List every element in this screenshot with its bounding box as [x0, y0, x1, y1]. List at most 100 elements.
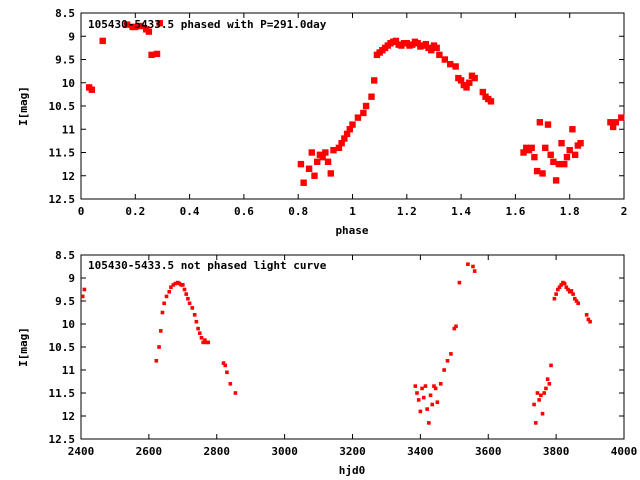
data-point: [206, 340, 211, 345]
y-axis-label: I[mag]: [17, 327, 30, 367]
y-axis-label: I[mag]: [17, 86, 30, 126]
data-point: [154, 359, 159, 363]
data-point: [552, 296, 557, 301]
data-point: [454, 324, 458, 329]
y-tick-label: 9.5: [55, 295, 75, 308]
data-point: [432, 384, 436, 388]
x-axis-label: hjd0: [339, 464, 366, 477]
data-point: [449, 352, 453, 356]
data-point: [148, 51, 155, 59]
data-point: [569, 126, 576, 133]
data-point: [533, 167, 541, 175]
data-point: [566, 287, 570, 292]
data-point: [187, 301, 192, 306]
data-point: [435, 400, 440, 404]
data-point: [297, 160, 305, 168]
data-point: [609, 123, 617, 131]
x-axis: 0 0.2 0.4 0.6 0.8 1 1.2 1.4 1.6 1.8 2: [78, 13, 628, 218]
y-tick-label: 10: [62, 77, 75, 90]
data-point: [156, 20, 163, 27]
x-tick-label: 0.2: [125, 205, 145, 218]
y-axis: 8.5 9 9.5 10 10.5 11 11.5 12 12.5: [49, 7, 624, 206]
x-tick-label: 3600: [475, 445, 502, 458]
data-point: [158, 329, 163, 333]
data-point: [571, 292, 575, 296]
data-point: [554, 292, 558, 296]
data-point: [552, 177, 560, 184]
data-point: [563, 153, 571, 161]
x-tick-label: 2800: [204, 445, 231, 458]
data-point: [537, 398, 541, 402]
data-point: [566, 146, 573, 154]
data-point: [314, 158, 321, 165]
data-point: [197, 331, 202, 335]
data-point: [471, 74, 478, 82]
data-point: [99, 37, 106, 45]
data-point: [532, 402, 536, 407]
data-point: [457, 77, 465, 84]
data-point: [472, 269, 477, 273]
x-tick-label: 2: [621, 205, 628, 218]
x-axis-label: phase: [335, 224, 368, 237]
data-point: [330, 146, 337, 154]
data-point: [612, 119, 620, 126]
data-point: [371, 77, 378, 84]
data-point: [436, 51, 443, 59]
x-tick-label: 3400: [407, 445, 434, 458]
y-tick-label: 11.5: [49, 147, 76, 160]
data-point: [414, 40, 421, 47]
data-point: [466, 79, 473, 86]
data-point: [354, 114, 362, 121]
data-point: [425, 407, 429, 411]
x-tick-label: 1.4: [451, 205, 471, 218]
data-point: [487, 98, 495, 105]
y-tick-label: 11: [62, 123, 76, 136]
data-point: [160, 310, 165, 315]
y-tick-label: 9: [68, 30, 75, 43]
data-point: [137, 22, 144, 30]
data-point: [433, 386, 438, 391]
data-point: [169, 285, 173, 289]
x-tick-label: 2600: [136, 445, 163, 458]
data-point: [422, 40, 430, 48]
data-point: [164, 294, 169, 299]
data-point: [343, 130, 351, 138]
y-tick-label: 9: [68, 272, 75, 285]
y-tick-label: 12.5: [49, 433, 76, 446]
x-tick-label: 2400: [68, 445, 95, 458]
x-tick-label: 1: [349, 205, 356, 218]
data-point: [225, 370, 229, 375]
data-point: [572, 296, 577, 301]
chart-title: 105430-5433.5 not phased light curve: [88, 259, 327, 272]
data-point: [466, 262, 470, 266]
data-point: [346, 126, 353, 133]
data-point: [420, 386, 424, 391]
data-point: [430, 402, 435, 407]
data-point: [233, 391, 238, 395]
x-tick-label: 3200: [339, 445, 366, 458]
data-point: [558, 140, 565, 147]
data-point: [577, 140, 584, 147]
data-point: [559, 283, 564, 287]
data-point: [82, 287, 87, 292]
data-point: [421, 395, 426, 400]
data-point: [428, 393, 433, 398]
data-point: [542, 391, 547, 395]
data-point: [452, 326, 457, 331]
data-point: [182, 287, 187, 292]
x-tick-label: 4000: [611, 445, 638, 458]
data-point: [564, 285, 569, 289]
chart-title: 105430-5433.5 phased with P=291.0day: [88, 18, 327, 31]
data-point: [463, 84, 470, 91]
data-point: [80, 294, 85, 299]
data-point: [203, 338, 207, 342]
y-tick-label: 12.5: [49, 193, 76, 206]
data-point: [586, 317, 591, 322]
data-point: [574, 299, 579, 303]
data-point: [536, 119, 544, 126]
x-tick-label: 1.8: [560, 205, 580, 218]
data-point: [457, 280, 462, 285]
data-point: [368, 93, 375, 100]
